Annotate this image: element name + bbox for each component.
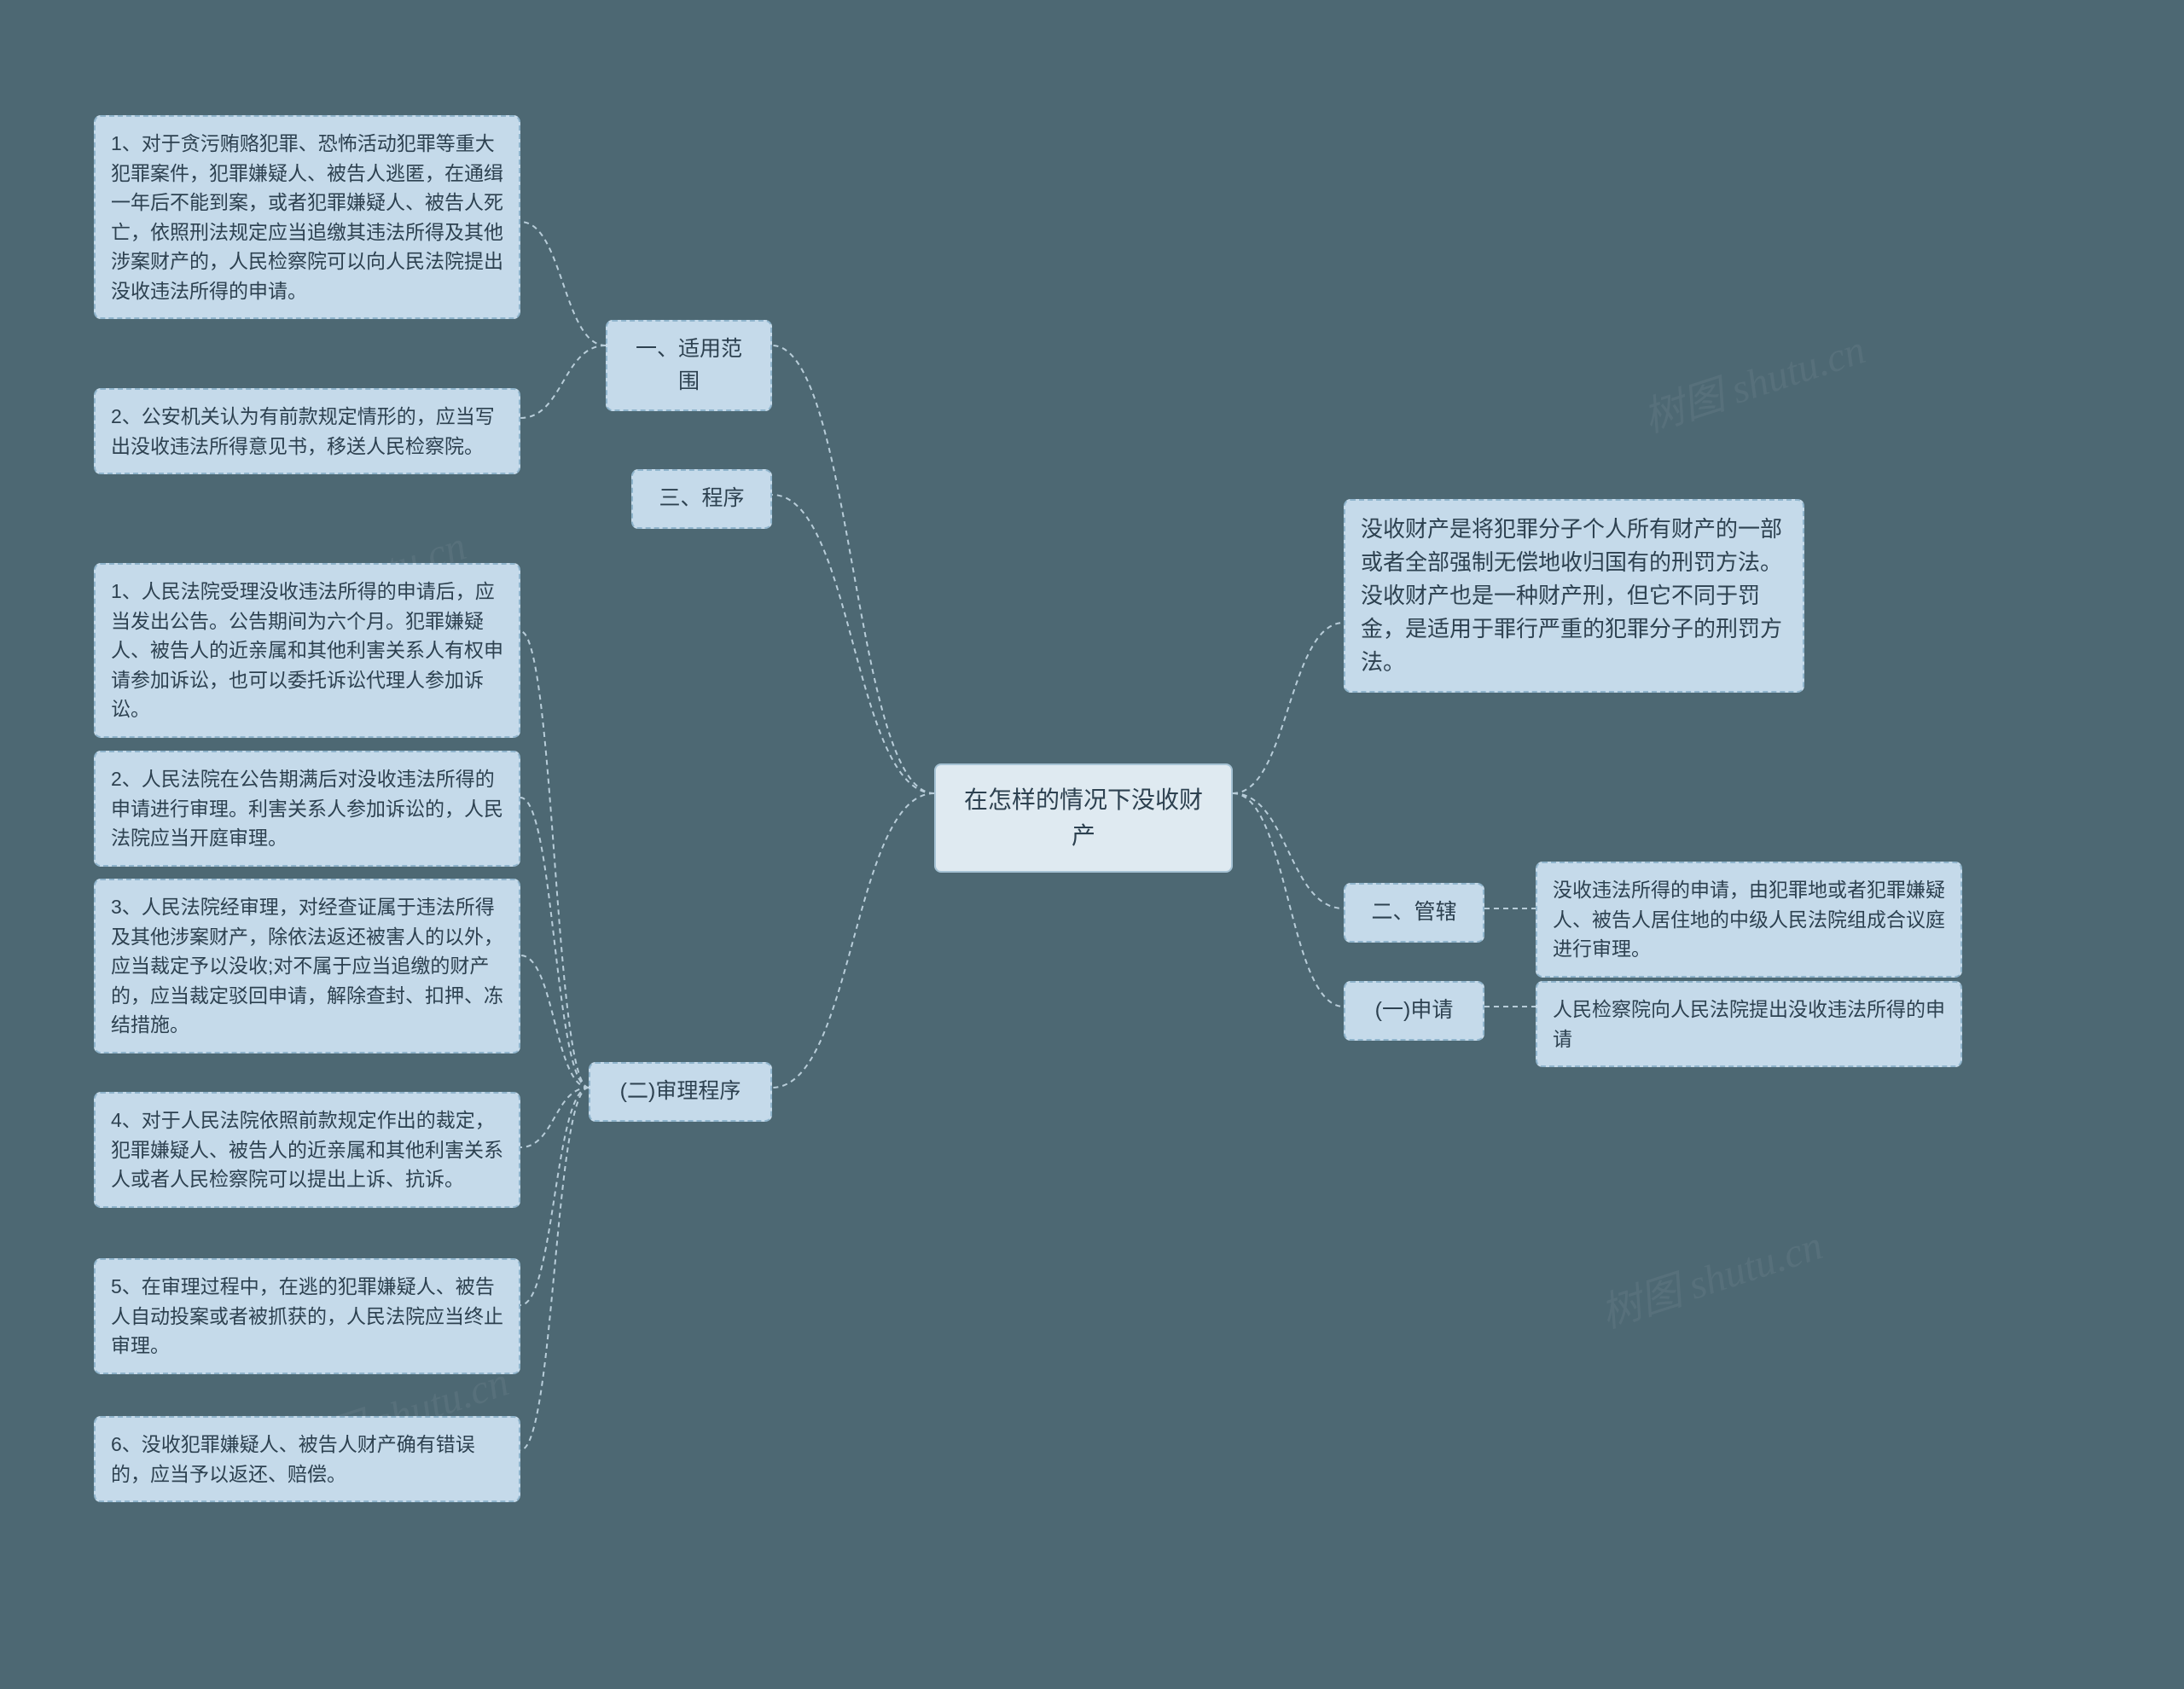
watermark: 树图 shutu.cn — [1635, 316, 1872, 444]
trial-item-6: 6、没收犯罪嫌疑人、被告人财产确有错误的，应当予以返还、赔偿。 — [94, 1416, 520, 1502]
trial-item-3: 3、人民法院经审理，对经查证属于违法所得及其他涉案财产，除依法返还被害人的以外，… — [94, 879, 520, 1053]
watermark: 树图 shutu.cn — [1592, 1211, 1829, 1339]
trial-item-4: 4、对于人民法院依照前款规定作出的裁定，犯罪嫌疑人、被告人的近亲属和其他利害关系… — [94, 1092, 520, 1208]
trial-item-5: 5、在审理过程中，在逃的犯罪嫌疑人、被告人自动投案或者被抓获的，人民法院应当终止… — [94, 1258, 520, 1374]
scope-item-1: 1、对于贪污贿赂犯罪、恐怖活动犯罪等重大犯罪案件，犯罪嫌疑人、被告人逃匿，在通缉… — [94, 115, 520, 319]
trial-node: (二)审理程序 — [589, 1062, 772, 1122]
apply-node: (一)申请 — [1344, 981, 1484, 1041]
trial-item-2: 2、人民法院在公告期满后对没收违法所得的申请进行审理。利害关系人参加诉讼的，人民… — [94, 751, 520, 867]
apply-text: 人民检察院向人民法院提出没收违法所得的申请 — [1536, 981, 1962, 1067]
procedure-node: 三、程序 — [631, 469, 772, 529]
jurisdiction-text: 没收违法所得的申请，由犯罪地或者犯罪嫌疑人、被告人居住地的中级人民法院组成合议庭… — [1536, 862, 1962, 978]
trial-item-1: 1、人民法院受理没收违法所得的申请后，应当发出公告。公告期间为六个月。犯罪嫌疑人… — [94, 563, 520, 738]
scope-item-2: 2、公安机关认为有前款规定情形的，应当写出没收违法所得意见书，移送人民检察院。 — [94, 388, 520, 474]
definition-node: 没收财产是将犯罪分子个人所有财产的一部或者全部强制无偿地收归国有的刑罚方法。没收… — [1344, 499, 1804, 693]
scope-node: 一、适用范围 — [606, 320, 772, 411]
center-node: 在怎样的情况下没收财产 — [934, 763, 1233, 873]
jurisdiction-node: 二、管辖 — [1344, 883, 1484, 943]
